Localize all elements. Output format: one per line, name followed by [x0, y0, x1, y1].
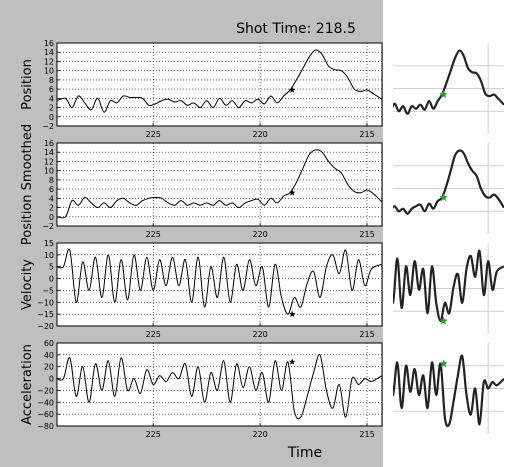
x-tick-label: 225: [146, 230, 161, 239]
subplot-4: −80 −60 −40 −20 0 20 40 60 225 220 215 Acceleration: [20, 339, 383, 439]
y-tick-label: 4: [49, 194, 54, 203]
thumbnail-shot-marker: [439, 359, 448, 368]
x-tick-label: 220: [252, 430, 267, 439]
y-tick-label: −10: [37, 298, 54, 307]
x-tick-label: 225: [146, 430, 161, 439]
thumbnail-shot-marker: [439, 90, 448, 99]
y-axis-label: Acceleration: [20, 344, 35, 425]
y-tick-label: −20: [37, 322, 54, 331]
series-line: [57, 248, 382, 315]
y-tick-label: 14: [44, 148, 54, 157]
shot-marker: [288, 310, 296, 317]
y-tick-label: 12: [44, 57, 54, 66]
thumbnail-shot-marker: [439, 193, 448, 202]
y-tick-label: −2: [42, 122, 54, 131]
y-tick-label: 16: [44, 139, 54, 148]
y-tick-label: 4: [49, 94, 54, 103]
y-axis-label: Velocity: [20, 259, 35, 310]
shot-marker: [288, 189, 296, 196]
series-line: [57, 149, 382, 219]
y-tick-label: −60: [37, 410, 54, 419]
y-tick-label: −15: [37, 310, 54, 319]
thumbnail-4: [393, 343, 504, 434]
series-line: [57, 354, 382, 420]
x-axis-label: Time: [287, 445, 322, 461]
y-tick-label: −20: [37, 386, 54, 395]
subplot-3: −20 −15 −10 −5 0 5 10 15 225 220 215 Velocity: [20, 239, 383, 339]
y-tick-label: 12: [44, 157, 54, 166]
x-tick-label: 215: [359, 330, 374, 339]
thumbnail-1: [393, 43, 504, 134]
plot-area: [56, 142, 383, 227]
y-tick-label: 8: [49, 176, 54, 185]
y-tick-label: 8: [49, 76, 54, 85]
y-tick-label: −2: [42, 222, 54, 231]
x-tick-label: 225: [146, 330, 161, 339]
y-tick-label: 20: [44, 363, 54, 372]
y-tick-label: 6: [49, 185, 54, 194]
y-tick-label: 14: [44, 48, 54, 57]
x-tick-label: 215: [359, 230, 374, 239]
plot-area: [56, 342, 383, 427]
y-tick-label: 5: [49, 263, 54, 272]
thumbnail-series-line: [393, 149, 504, 215]
y-tick-label: −80: [37, 422, 54, 431]
series-line: [57, 49, 382, 113]
x-tick-label: 220: [252, 330, 267, 339]
y-tick-label: 15: [44, 239, 54, 248]
y-tick-label: −40: [37, 398, 54, 407]
y-tick-label: 16: [44, 39, 54, 48]
x-tick-label: 215: [359, 130, 374, 139]
y-tick-label: 0: [49, 213, 54, 222]
y-tick-label: 60: [44, 339, 54, 348]
plot-area: [56, 42, 383, 127]
x-tick-label: 220: [252, 230, 267, 239]
x-tick-label: 225: [146, 130, 161, 139]
thumbnail-series-line: [393, 249, 504, 323]
x-tick-label: 215: [359, 430, 374, 439]
shot-marker: [288, 358, 296, 365]
y-tick-label: 10: [44, 167, 54, 176]
y-tick-label: 0: [49, 375, 54, 384]
y-tick-label: 0: [49, 113, 54, 122]
thumbnail-2: [393, 143, 504, 234]
y-tick-label: 2: [49, 204, 54, 213]
shot-marker: [288, 86, 296, 93]
y-axis-label: Position: [20, 59, 35, 110]
y-tick-label: 40: [44, 351, 54, 360]
thumbnail-series-line: [393, 49, 504, 115]
figure-title: Shot Time: 218.5: [236, 21, 356, 37]
y-axis-label: Position Smoothed: [20, 124, 35, 245]
y-tick-label: 2: [49, 104, 54, 113]
y-tick-label: 0: [49, 275, 54, 284]
thumbnail-shot-marker: [439, 316, 448, 325]
y-tick-label: 10: [44, 251, 54, 260]
y-tick-label: 10: [44, 67, 54, 76]
thumbnail-3: [393, 243, 504, 334]
y-tick-label: −5: [42, 286, 54, 295]
y-tick-label: 6: [49, 85, 54, 94]
thumbnail-series-line: [393, 354, 504, 428]
x-tick-label: 220: [252, 130, 267, 139]
